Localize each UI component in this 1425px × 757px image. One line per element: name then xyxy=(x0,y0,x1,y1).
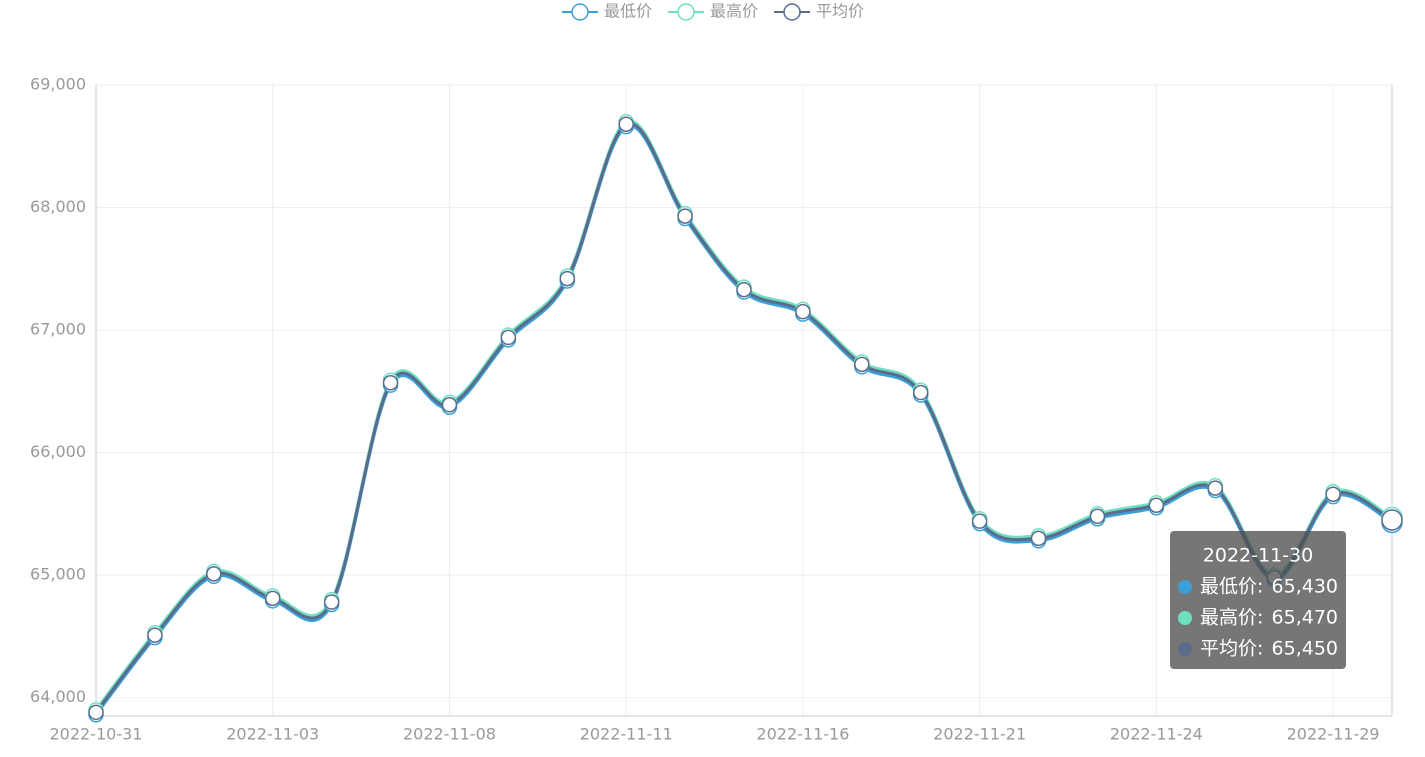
x-tick-label: 2022-11-16 xyxy=(756,725,849,744)
tooltip-dot xyxy=(1178,580,1192,594)
point xyxy=(1089,508,1106,525)
point xyxy=(912,384,929,401)
point xyxy=(264,590,281,607)
x-tick-label: 2022-11-03 xyxy=(226,725,319,744)
point xyxy=(854,356,870,373)
tooltip-dot xyxy=(1178,642,1192,656)
point xyxy=(736,281,752,298)
point xyxy=(1148,497,1165,514)
point xyxy=(795,303,811,320)
series-line xyxy=(94,121,1393,714)
tooltip-sep: : xyxy=(1257,638,1263,660)
tooltip-name: 平均价 xyxy=(1200,638,1257,660)
point xyxy=(1030,530,1047,547)
point xyxy=(971,513,988,529)
legend-marker xyxy=(677,3,695,21)
legend-label: 最高价 xyxy=(710,2,758,21)
point xyxy=(1381,509,1403,531)
point xyxy=(618,116,634,132)
y-tick-label: 65,000 xyxy=(30,565,86,584)
x-tick-label: 2022-11-24 xyxy=(1110,725,1203,744)
x-tick-label: 2022-11-29 xyxy=(1287,725,1380,744)
point xyxy=(382,374,399,391)
point xyxy=(323,594,340,610)
tooltip-box xyxy=(1170,531,1346,669)
y-tick-label: 68,000 xyxy=(30,197,86,216)
tooltip-value: 65,430 xyxy=(1272,576,1338,598)
y-tick-label: 64,000 xyxy=(30,687,86,706)
tooltip-name: 最低价 xyxy=(1200,576,1257,598)
tooltip-dot xyxy=(1178,611,1192,625)
x-tick-label: 2022-11-11 xyxy=(580,725,673,744)
tooltip-name: 最高价 xyxy=(1200,607,1257,629)
point xyxy=(147,627,163,643)
point xyxy=(441,397,458,413)
point xyxy=(1207,480,1224,496)
x-tick-label: 2022-10-31 xyxy=(50,725,143,744)
point xyxy=(88,704,104,721)
x-tick-label: 2022-11-08 xyxy=(403,725,496,744)
legend-label: 最低价 xyxy=(604,2,652,21)
point xyxy=(1325,486,1341,502)
point xyxy=(559,270,576,287)
point xyxy=(677,208,693,224)
tooltip-sep: : xyxy=(1257,576,1263,598)
tooltip-sep: : xyxy=(1257,607,1263,629)
legend-marker xyxy=(571,3,589,21)
legend-label: 平均价 xyxy=(816,2,864,21)
tooltip-value: 65,470 xyxy=(1272,607,1338,629)
y-tick-label: 67,000 xyxy=(30,320,86,339)
tooltip-value: 65,450 xyxy=(1272,638,1338,660)
y-tick-label: 69,000 xyxy=(30,75,86,94)
x-tick-label: 2022-11-21 xyxy=(933,725,1026,744)
point xyxy=(500,329,517,346)
point xyxy=(206,566,222,582)
tooltip-title: 2022-11-30 xyxy=(1203,545,1313,567)
y-tick-label: 66,000 xyxy=(30,442,86,461)
legend-marker xyxy=(783,3,801,21)
